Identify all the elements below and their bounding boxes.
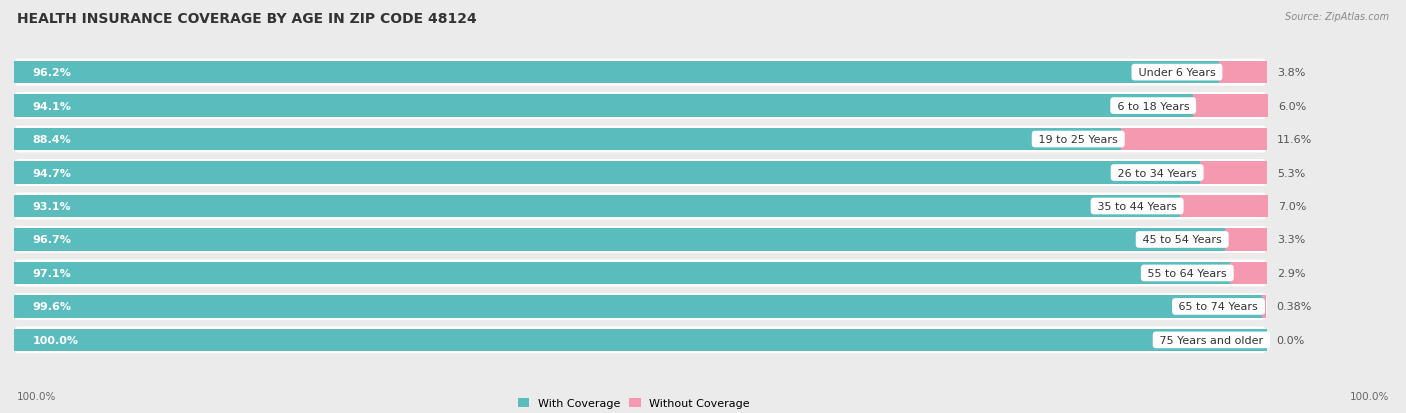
- Text: 0.0%: 0.0%: [1277, 335, 1305, 345]
- Bar: [14, 295, 1261, 318]
- Bar: [14, 195, 1180, 218]
- Text: 93.1%: 93.1%: [32, 202, 72, 211]
- FancyBboxPatch shape: [14, 193, 1267, 220]
- Legend: With Coverage, Without Coverage: With Coverage, Without Coverage: [519, 398, 749, 408]
- Bar: [14, 329, 1267, 351]
- FancyBboxPatch shape: [14, 59, 1267, 86]
- FancyBboxPatch shape: [14, 293, 1267, 320]
- Text: Under 6 Years: Under 6 Years: [1135, 68, 1219, 78]
- Text: 2.9%: 2.9%: [1277, 268, 1305, 278]
- Bar: [1192, 95, 1268, 118]
- Bar: [1230, 262, 1267, 285]
- Bar: [14, 228, 1226, 251]
- Text: 7.0%: 7.0%: [1278, 202, 1306, 211]
- Text: 75 Years and older: 75 Years and older: [1156, 335, 1267, 345]
- Bar: [14, 95, 1192, 118]
- Text: 45 to 54 Years: 45 to 54 Years: [1139, 235, 1226, 245]
- FancyBboxPatch shape: [14, 93, 1267, 120]
- Text: 100.0%: 100.0%: [32, 335, 79, 345]
- Text: 96.2%: 96.2%: [32, 68, 72, 78]
- Text: 5.3%: 5.3%: [1277, 168, 1305, 178]
- Text: 96.7%: 96.7%: [32, 235, 72, 245]
- Bar: [14, 128, 1122, 151]
- Bar: [1180, 195, 1268, 218]
- Text: 0.38%: 0.38%: [1277, 301, 1312, 312]
- Text: 100.0%: 100.0%: [1350, 391, 1389, 401]
- Bar: [14, 162, 1201, 185]
- FancyBboxPatch shape: [14, 227, 1267, 253]
- Text: 88.4%: 88.4%: [32, 135, 72, 145]
- Text: 19 to 25 Years: 19 to 25 Years: [1035, 135, 1122, 145]
- Text: 97.1%: 97.1%: [32, 268, 72, 278]
- Bar: [1261, 295, 1267, 318]
- FancyBboxPatch shape: [14, 327, 1267, 354]
- Text: 3.8%: 3.8%: [1277, 68, 1305, 78]
- FancyBboxPatch shape: [14, 126, 1267, 153]
- FancyBboxPatch shape: [14, 160, 1267, 186]
- Text: 100.0%: 100.0%: [17, 391, 56, 401]
- Bar: [14, 62, 1219, 84]
- Text: 65 to 74 Years: 65 to 74 Years: [1175, 301, 1261, 312]
- Text: 6 to 18 Years: 6 to 18 Years: [1114, 101, 1192, 112]
- Bar: [1226, 228, 1267, 251]
- Bar: [14, 262, 1230, 285]
- Text: 3.3%: 3.3%: [1277, 235, 1305, 245]
- Bar: [1219, 62, 1267, 84]
- Text: 6.0%: 6.0%: [1278, 101, 1306, 112]
- FancyBboxPatch shape: [14, 260, 1267, 287]
- Bar: [1122, 128, 1267, 151]
- Text: 94.1%: 94.1%: [32, 101, 72, 112]
- Bar: [1201, 162, 1267, 185]
- Text: 99.6%: 99.6%: [32, 301, 72, 312]
- Text: 35 to 44 Years: 35 to 44 Years: [1094, 202, 1180, 211]
- Text: 55 to 64 Years: 55 to 64 Years: [1144, 268, 1230, 278]
- Text: Source: ZipAtlas.com: Source: ZipAtlas.com: [1285, 12, 1389, 22]
- Text: 94.7%: 94.7%: [32, 168, 72, 178]
- Text: 26 to 34 Years: 26 to 34 Years: [1114, 168, 1201, 178]
- Text: 11.6%: 11.6%: [1277, 135, 1312, 145]
- Text: HEALTH INSURANCE COVERAGE BY AGE IN ZIP CODE 48124: HEALTH INSURANCE COVERAGE BY AGE IN ZIP …: [17, 12, 477, 26]
